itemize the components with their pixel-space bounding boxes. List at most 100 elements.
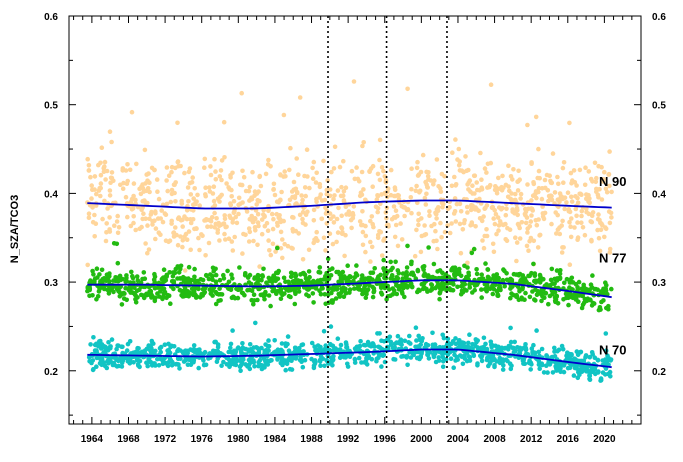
- scatter-point: [572, 356, 577, 362]
- x-tick-label: 2004: [447, 434, 470, 445]
- scatter-point: [190, 175, 195, 180]
- scatter-point: [484, 288, 490, 294]
- scatter-point: [370, 184, 376, 189]
- scatter-point: [274, 270, 279, 276]
- scatter-point: [588, 219, 593, 224]
- scatter-point: [568, 170, 574, 176]
- x-tick-label: 1980: [227, 434, 250, 445]
- scatter-point: [277, 216, 283, 222]
- scatter-point: [86, 168, 92, 173]
- scatter-point: [549, 266, 555, 272]
- scatter-point: [194, 199, 199, 204]
- scatter-point: [529, 160, 534, 165]
- scatter-point: [121, 290, 126, 296]
- scatter-point: [229, 272, 234, 278]
- scatter-point: [89, 196, 94, 201]
- scatter-point: [414, 355, 420, 361]
- scatter-point: [522, 361, 528, 367]
- scatter-point: [427, 213, 432, 218]
- scatter-point: [589, 237, 594, 243]
- scatter-point: [104, 221, 109, 226]
- scatter-point: [225, 268, 230, 274]
- scatter-point: [240, 200, 245, 205]
- scatter-point: [214, 359, 220, 365]
- scatter-point: [480, 276, 486, 282]
- scatter-point: [318, 277, 324, 283]
- y-tick-label: 0.5: [44, 101, 58, 112]
- scatter-point: [288, 294, 293, 300]
- scatter-point: [433, 359, 439, 365]
- scatter-point: [374, 358, 379, 364]
- scatter-point: [537, 366, 542, 372]
- scatter-point: [297, 278, 302, 284]
- scatter-point: [341, 294, 347, 300]
- scatter-point: [453, 219, 459, 224]
- scatter-point: [219, 292, 225, 297]
- scatter-point: [99, 267, 105, 273]
- scatter-point: [359, 222, 364, 228]
- scatter-point: [311, 300, 316, 305]
- scatter-point: [328, 341, 333, 347]
- scatter-point: [409, 284, 415, 290]
- scatter-point: [402, 294, 407, 300]
- scatter-point: [584, 206, 589, 212]
- scatter-point: [440, 204, 445, 210]
- scatter-point: [609, 189, 614, 195]
- scatter-point: [607, 246, 613, 252]
- scatter-point: [170, 273, 176, 279]
- scatter-point: [371, 224, 376, 230]
- scatter-point: [393, 259, 398, 265]
- scatter-point: [187, 290, 192, 296]
- scatter-point: [145, 223, 150, 228]
- scatter-point: [557, 191, 563, 196]
- scatter-point: [91, 279, 96, 284]
- scatter-point: [425, 184, 430, 190]
- scatter-point: [290, 229, 296, 234]
- scatter-point: [438, 282, 444, 287]
- scatter-point: [357, 219, 363, 224]
- scatter-point: [424, 286, 429, 292]
- scatter-point: [535, 175, 540, 181]
- scatter-point: [233, 349, 239, 355]
- scatter-point: [322, 197, 328, 203]
- scatter-point: [398, 221, 403, 226]
- scatter-point: [238, 368, 243, 374]
- scatter-point: [588, 369, 594, 374]
- scatter-point: [356, 355, 362, 361]
- scatter-point: [314, 238, 320, 243]
- scatter-point: [415, 159, 420, 165]
- scatter-point: [306, 269, 312, 274]
- scatter-point: [283, 367, 289, 373]
- scatter-point: [196, 235, 201, 241]
- scatter-point: [433, 228, 438, 234]
- scatter-point: [247, 184, 253, 190]
- scatter-point: [90, 268, 95, 274]
- scatter-point: [331, 220, 337, 225]
- scatter-point: [453, 358, 458, 363]
- scatter-point: [464, 168, 470, 174]
- scatter-point: [438, 220, 443, 226]
- scatter-point: [368, 259, 373, 264]
- scatter-point: [336, 279, 341, 285]
- scatter-point: [369, 214, 375, 219]
- scatter-point: [426, 170, 431, 175]
- scatter-point: [465, 344, 471, 349]
- scatter-point: [388, 167, 394, 173]
- scatter-point: [272, 338, 278, 343]
- scatter-point: [549, 221, 554, 227]
- scatter-point: [196, 365, 201, 371]
- scatter-point: [272, 192, 278, 198]
- scatter-point: [372, 266, 378, 271]
- scatter-point: [131, 193, 136, 199]
- scatter-point: [147, 189, 152, 195]
- scatter-point: [600, 358, 605, 363]
- series-label-n-77: N 77: [599, 250, 626, 265]
- scatter-point: [184, 237, 190, 242]
- scatter-point: [275, 357, 280, 362]
- scatter-point: [437, 296, 442, 302]
- scatter-point: [217, 238, 222, 243]
- scatter-point: [441, 275, 446, 280]
- scatter-point: [480, 238, 485, 243]
- scatter-point: [564, 292, 569, 297]
- scatter-point: [419, 216, 424, 221]
